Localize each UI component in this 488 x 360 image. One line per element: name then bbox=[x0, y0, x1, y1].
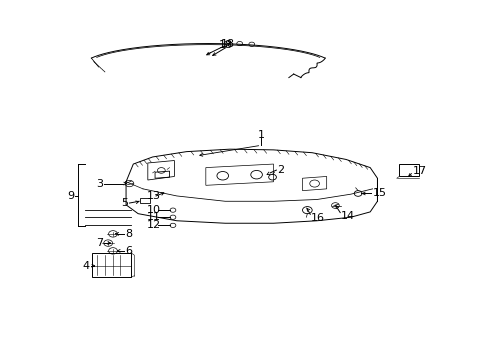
Text: 16: 16 bbox=[310, 213, 325, 223]
Text: 3: 3 bbox=[96, 179, 103, 189]
Text: 11: 11 bbox=[146, 212, 161, 222]
Text: 4: 4 bbox=[82, 261, 90, 271]
Text: 14: 14 bbox=[341, 211, 355, 221]
Text: 2: 2 bbox=[277, 165, 284, 175]
Text: 5: 5 bbox=[121, 198, 128, 208]
Text: 13: 13 bbox=[146, 191, 160, 201]
Text: 9: 9 bbox=[67, 191, 74, 201]
Text: 12: 12 bbox=[146, 220, 161, 230]
Text: 15: 15 bbox=[372, 189, 386, 198]
Text: 1: 1 bbox=[257, 130, 264, 140]
Text: 10: 10 bbox=[146, 205, 161, 215]
Text: 6: 6 bbox=[125, 246, 132, 256]
Text: 17: 17 bbox=[412, 166, 426, 176]
Text: 8: 8 bbox=[124, 229, 132, 239]
Text: 18: 18 bbox=[219, 40, 233, 50]
Text: 7: 7 bbox=[96, 238, 103, 248]
Text: 18: 18 bbox=[220, 39, 234, 49]
